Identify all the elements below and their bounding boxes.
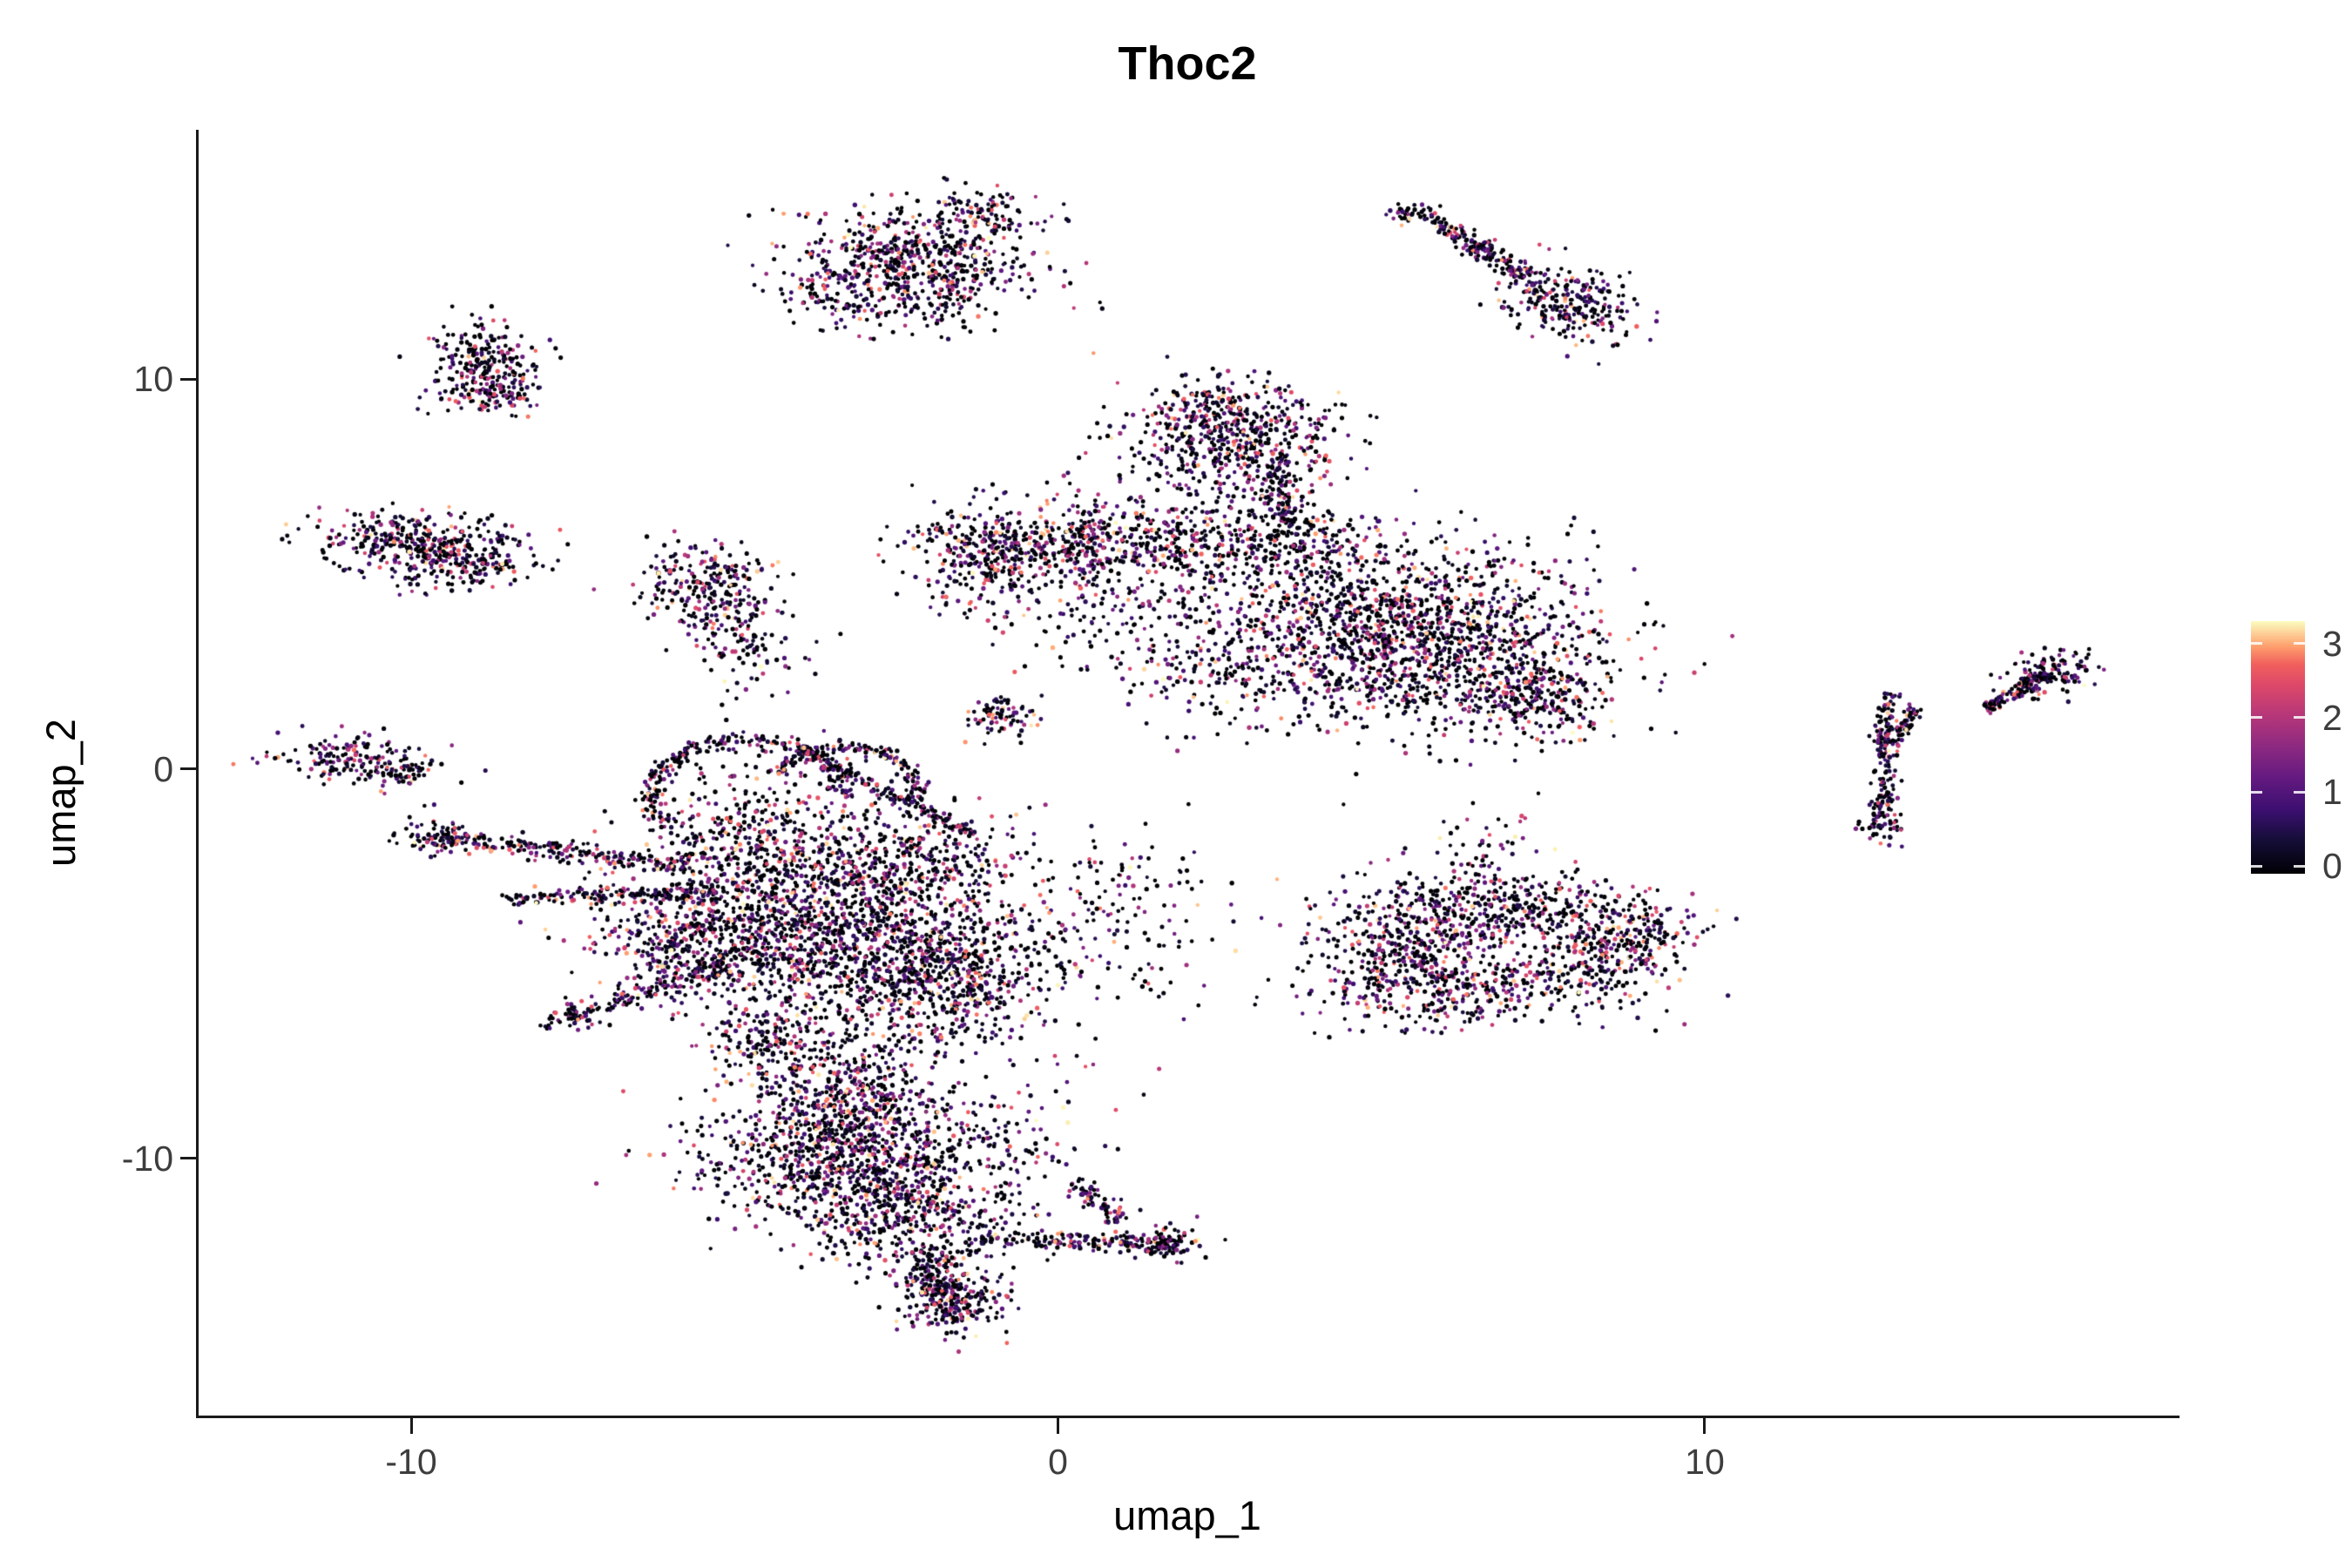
x-tick-mark xyxy=(1703,1418,1707,1434)
x-tick-mark xyxy=(1057,1418,1059,1434)
colorbar-tick-label: 1 xyxy=(2322,772,2342,813)
colorbar-gradient xyxy=(2251,621,2305,874)
y-tick-label: 0 xyxy=(153,748,173,789)
x-tick-label: 0 xyxy=(1048,1442,1068,1482)
y-tick-mark xyxy=(180,767,196,771)
colorbar-tick-mark xyxy=(2251,790,2262,794)
colorbar-tick-mark xyxy=(2251,716,2262,720)
colorbar-tick-mark xyxy=(2251,864,2262,868)
colorbar-tick-label: 2 xyxy=(2322,697,2342,738)
colorbar-tick-mark xyxy=(2251,642,2262,645)
colorbar-tick-mark xyxy=(2294,642,2305,645)
x-tick-mark xyxy=(409,1418,413,1434)
x-axis-line xyxy=(196,1416,2180,1418)
y-tick-label: -10 xyxy=(121,1138,173,1179)
y-axis-line xyxy=(196,130,199,1418)
x-tick-label: 10 xyxy=(1685,1442,1725,1482)
y-tick-mark xyxy=(180,377,196,381)
colorbar-tick-mark xyxy=(2294,790,2305,794)
y-tick-label: 10 xyxy=(133,359,173,400)
colorbar-tick-label: 0 xyxy=(2322,846,2342,887)
colorbar-tick-mark xyxy=(2294,716,2305,720)
x-tick-label: -10 xyxy=(385,1442,437,1482)
colorbar-legend: 3 2 1 0 xyxy=(2251,621,2352,884)
y-tick-mark xyxy=(180,1157,196,1160)
colorbar-tick-mark xyxy=(2294,864,2305,868)
colorbar-tick-label: 3 xyxy=(2322,623,2342,664)
